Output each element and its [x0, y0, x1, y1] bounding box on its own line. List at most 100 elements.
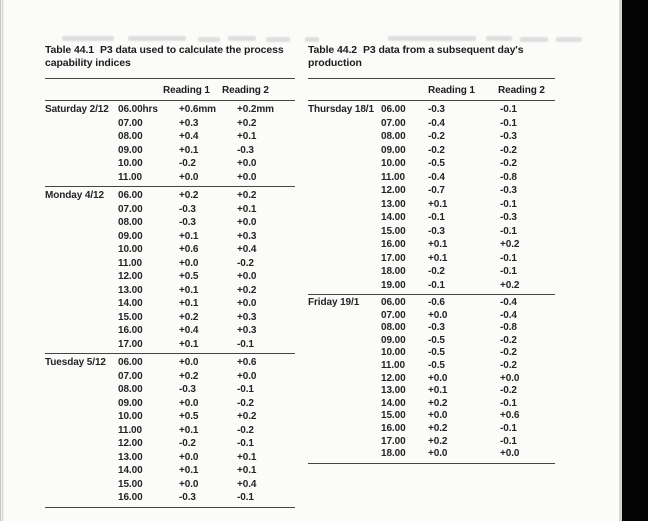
reading-2-cell: -0.1: [500, 198, 517, 210]
reading-2-cell: -0.1: [237, 438, 254, 449]
time-cell: 07.00: [118, 117, 143, 129]
reading-1-cell: +0.1: [179, 465, 199, 476]
table-row: 13.00 +0.0 +0.1: [45, 451, 295, 465]
day-label: [308, 398, 381, 411]
reading-2-cell: -0.2: [500, 347, 517, 359]
reading-1-cell: -0.3: [428, 225, 445, 237]
reading-1-cell: +0.2: [179, 370, 199, 382]
time-cell: 11.00: [118, 257, 142, 269]
time-cell: 13.00: [381, 198, 406, 210]
day-label: [45, 284, 118, 298]
reading-2-cell: -0.3: [237, 144, 254, 156]
day-label: [45, 144, 118, 158]
table-row: 10.00 +0.5 +0.2: [45, 410, 295, 424]
time-cell: 10.00: [381, 158, 406, 169]
time-cell: 18.00: [381, 448, 406, 460]
reading-2-cell: +0.2: [237, 117, 257, 129]
day-label: [308, 335, 381, 348]
day-label: [308, 225, 381, 239]
time-cell: 06.00: [118, 190, 143, 201]
day-label: [308, 157, 381, 171]
reading-2-cell: -0.8: [500, 322, 517, 334]
time-cell: 09.00: [118, 230, 143, 242]
reading-2-cell: +0.3: [237, 230, 257, 242]
time-cell: 07.00: [118, 203, 143, 215]
print-bleed-mark: [486, 36, 512, 41]
time-cell: 12.00: [118, 271, 143, 282]
table-row: 14.00 +0.1 +0.0: [45, 297, 295, 311]
table-row: 10.00 +0.6 +0.4: [45, 243, 295, 257]
print-bleed-mark: [556, 37, 582, 42]
day-label: [45, 437, 118, 451]
reading-2-cell: -0.1: [500, 117, 517, 129]
reading-1-cell: -0.3: [179, 203, 196, 215]
table-44-1: Table 44.1 P3 data used to calculate the …: [45, 44, 295, 508]
table-row: 09.00 +0.1 -0.3: [45, 144, 295, 158]
table-label: Table 44.1: [45, 44, 94, 56]
reading-1-cell: +0.1: [428, 239, 448, 250]
table-row: 12.00 +0.5 +0.0: [45, 270, 295, 284]
reading-1-cell: +0.1: [428, 198, 448, 210]
print-bleed-mark: [128, 36, 186, 41]
day-label: [45, 424, 118, 438]
time-cell: 07.00: [381, 117, 406, 129]
reading-1-cell: +0.1: [428, 252, 448, 264]
day-label: [308, 347, 381, 360]
table-row: 11.00 +0.1 -0.2: [45, 424, 295, 438]
time-cell: 14.00: [381, 212, 406, 223]
day-label: [45, 171, 118, 185]
time-cell: 06.00: [118, 357, 143, 368]
reading-2-cell: +0.0: [237, 158, 257, 169]
table-row: 08.00 +0.4 +0.1: [45, 130, 295, 144]
table-title: Table 44.1 P3 data used to calculate the …: [45, 44, 295, 69]
page-left-edge: [0, 0, 6, 521]
header-spacer-time: [381, 85, 428, 96]
table-row: 11.00 -0.4 -0.8: [308, 171, 555, 185]
reading-2-cell: +0.4: [237, 478, 257, 490]
reading-2-cell: +0.0: [500, 372, 520, 384]
table-row: 14.00 +0.2 -0.1: [308, 398, 555, 411]
day-label: [308, 410, 381, 423]
reading-2-cell: -0.1: [500, 397, 517, 409]
day-label: [45, 117, 118, 131]
reading-1-cell: -0.3: [428, 322, 445, 334]
reading-2-cell: -0.1: [237, 384, 254, 395]
day-label: [45, 478, 118, 492]
print-bleed-mark: [305, 37, 319, 42]
reading-2-cell: -0.4: [500, 309, 517, 321]
time-cell: 13.00: [118, 284, 143, 296]
reading-1-cell: +0.6mm: [179, 104, 216, 115]
header-spacer-day: [308, 85, 381, 96]
day-label: [45, 491, 118, 505]
table-row: 15.00 -0.3 -0.1: [308, 225, 555, 239]
day-group: Monday 4/12 06.00 +0.2 +0.2 07.00 -0.3 +0.1 08.…: [45, 187, 295, 354]
reading-2-cell: -0.2: [500, 144, 517, 156]
table-row: 13.00 +0.1 -0.2: [308, 385, 555, 398]
table-row: 07.00 +0.2 +0.0: [45, 370, 295, 384]
table-row: 11.00 +0.0 -0.2: [45, 257, 295, 271]
print-bleed-mark: [228, 36, 256, 41]
time-cell: 19.00: [381, 279, 406, 291]
table-row: 11.00 -0.5 -0.2: [308, 360, 555, 373]
reading-1-cell: +0.5: [179, 271, 199, 282]
reading-1-cell: +0.0: [428, 448, 448, 460]
table-header-row: Reading 1 Reading 2: [45, 78, 295, 101]
table-44-2: Table 44.2 P3 data from a subsequent day'…: [308, 44, 555, 464]
reading-1-cell: -0.3: [179, 492, 196, 503]
reading-1-cell: +0.2: [179, 311, 199, 323]
table-row: 07.00 -0.4 -0.1: [308, 117, 555, 131]
time-cell: 11.00: [381, 359, 405, 371]
reading-2-cell: +0.3: [237, 311, 257, 323]
day-label: [45, 297, 118, 311]
reading-1-cell: -0.7: [428, 185, 445, 196]
reading-1-cell: +0.1: [428, 385, 448, 397]
table-row: Monday 4/12 06.00 +0.2 +0.2: [45, 189, 295, 203]
reading-2-cell: -0.3: [500, 185, 517, 196]
table-row: 09.00 +0.1 +0.3: [45, 230, 295, 244]
reading-1-cell: +0.2: [428, 435, 448, 447]
table-row: 16.00 +0.1 +0.2: [308, 238, 555, 252]
table-row: 08.00 -0.3 +0.0: [45, 216, 295, 230]
time-cell: 11.00: [118, 424, 142, 436]
reading-2-cell: +0.0: [237, 217, 257, 228]
reading-1-cell: +0.2: [428, 397, 448, 409]
